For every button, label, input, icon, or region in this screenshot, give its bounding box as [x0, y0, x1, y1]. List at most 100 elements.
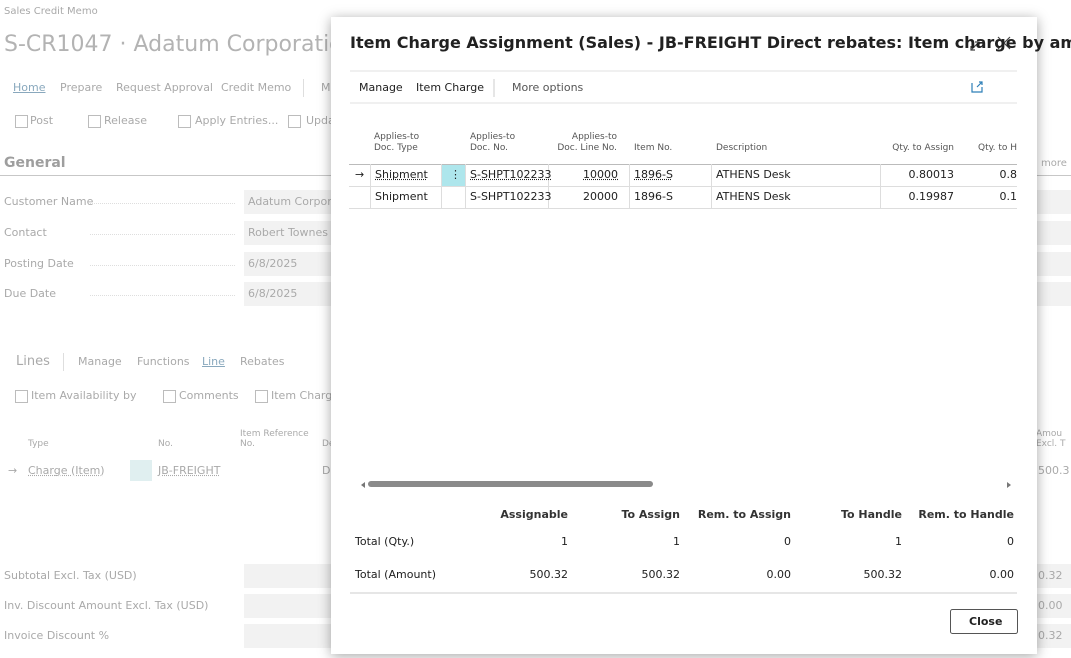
lines-tab[interactable]: Line — [202, 355, 225, 368]
cell-border — [548, 186, 549, 208]
dotted-leader — [90, 203, 235, 204]
nav-tab[interactable]: M — [321, 81, 331, 94]
grid-cell[interactable]: S-SHPT102233 — [470, 168, 552, 181]
total-label: Inv. Discount Amount Excl. Tax (USD) — [4, 599, 209, 612]
close-button-label[interactable]: Close — [969, 615, 1003, 628]
field-label: Due Date — [4, 287, 56, 300]
show-more-link[interactable]: more — [1041, 158, 1067, 169]
nav-tab[interactable]: Request Approval — [116, 81, 213, 94]
totals-value: 500.32 — [863, 568, 903, 581]
nav-tab[interactable]: Home — [13, 81, 46, 94]
row-indicator: → — [355, 168, 365, 181]
lines-tab[interactable]: Manage — [78, 355, 122, 368]
action-button[interactable]: Upda — [306, 114, 335, 127]
scrollbar-thumb[interactable] — [368, 481, 653, 487]
row-indicator: → — [8, 464, 18, 477]
totals-label: Total (Amount) — [355, 568, 436, 581]
grid-cell: 0.80013 — [908, 168, 955, 181]
dialog-title: Item Charge Assignment (Sales) - JB-FREI… — [350, 33, 1071, 52]
grid-cell: 0.1 — [999, 190, 1018, 203]
cell-border — [465, 164, 466, 186]
dotted-leader — [90, 265, 235, 266]
grid-cell: ATHENS Desk — [716, 190, 791, 203]
totals-header: Rem. to Handle — [918, 508, 1014, 521]
column-header: Doc. Type — [374, 143, 418, 153]
total-input — [244, 624, 331, 648]
total-value: 0.32 — [1038, 569, 1063, 582]
field-value: Adatum Corpora — [248, 195, 339, 208]
field-input — [244, 252, 331, 276]
totals-value: 0.00 — [766, 568, 792, 581]
total-input — [1037, 594, 1071, 618]
cell-border — [465, 186, 466, 208]
cell-border — [711, 164, 712, 186]
total-value: 0.00 — [1038, 599, 1063, 612]
record-title: S-CR1047 · Adatum Corporation — [4, 32, 357, 57]
column-header: No. — [158, 439, 173, 449]
line-no[interactable]: JB-FREIGHT — [158, 464, 221, 477]
column-header: Type — [28, 439, 49, 449]
lines-action[interactable]: Item Charge — [271, 389, 340, 402]
grid-cell: Shipment — [375, 190, 428, 203]
column-header: Applies-to — [470, 132, 516, 142]
totals-value: 1 — [895, 535, 902, 548]
menu-item[interactable]: Manage — [359, 81, 403, 94]
expand-icon[interactable] — [970, 41, 980, 51]
action-button[interactable]: Release — [104, 114, 147, 127]
grid-cell[interactable]: 1896-S — [634, 168, 673, 181]
action-icon — [88, 115, 101, 128]
lines-tab[interactable]: Rebates — [240, 355, 285, 368]
total-input — [1037, 624, 1071, 648]
total-input — [244, 564, 331, 588]
section-rule — [1037, 175, 1071, 176]
totals-label: Total (Qty.) — [355, 535, 415, 548]
grid-cell: S-SHPT102233 — [470, 190, 552, 203]
nav-tab[interactable]: Credit Memo — [221, 81, 292, 94]
grid-cell[interactable]: 10000 — [583, 168, 618, 181]
cell-border — [629, 186, 630, 208]
row-rule — [349, 208, 1017, 209]
action-icon — [255, 390, 268, 403]
total-label: Invoice Discount % — [4, 629, 110, 642]
column-header: Qty. to Assign — [892, 143, 954, 153]
menu-item[interactable]: Item Charge — [416, 81, 485, 94]
cell-border — [370, 164, 371, 186]
cell-border — [370, 186, 371, 208]
action-icon — [15, 390, 28, 403]
row-menu[interactable] — [442, 165, 465, 186]
close-button[interactable] — [950, 609, 1018, 634]
nav-tab[interactable]: Prepare — [60, 81, 103, 94]
field-input — [244, 190, 331, 214]
lines-tab[interactable]: Lines — [16, 354, 50, 369]
field-label: Customer Name — [4, 195, 94, 208]
separator — [63, 353, 64, 371]
action-button[interactable]: Post — [30, 114, 54, 127]
lines-tab[interactable]: Functions — [137, 355, 190, 368]
grid-cell[interactable]: Shipment — [375, 168, 428, 181]
assignment-grid: Applies-to Doc. Type Applies-to Doc. No. App… — [349, 117, 1017, 487]
column-header: Doc. No. — [470, 143, 509, 153]
lines-action[interactable]: Comments — [179, 389, 239, 402]
total-value: 0.32 — [1038, 629, 1063, 642]
share-icon[interactable] — [971, 81, 983, 93]
field-value: 6/8/2025 — [248, 287, 298, 300]
column-header: Description — [716, 143, 768, 153]
line-type[interactable]: Charge (Item) — [28, 464, 105, 477]
column-header: De — [322, 439, 335, 449]
action-button[interactable]: Apply Entries... — [195, 114, 279, 127]
dotted-leader — [90, 295, 235, 296]
action-icon — [163, 390, 176, 403]
field-input — [1037, 221, 1071, 245]
menu-item[interactable]: More options — [512, 81, 584, 94]
row-menu-dots: ⋮ — [450, 168, 461, 181]
column-header: Amou — [1036, 429, 1063, 439]
cell-border — [441, 186, 442, 208]
lines-action[interactable]: Item Availability by — [31, 389, 137, 402]
total-label: Subtotal Excl. Tax (USD) — [4, 569, 137, 582]
totals-value: 1 — [673, 535, 680, 548]
header-rule — [349, 164, 1017, 165]
separator — [303, 79, 304, 97]
close-icon[interactable] — [997, 36, 1011, 50]
totals-header: To Assign — [621, 508, 680, 521]
row-rule — [349, 186, 1017, 187]
